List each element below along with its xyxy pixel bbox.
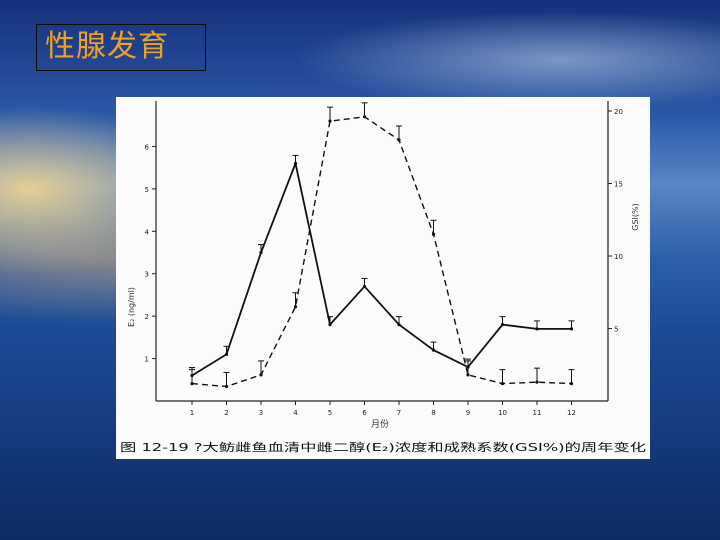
y-axis-right-label: GSI(%): [631, 203, 640, 230]
data-point: [362, 115, 367, 119]
y-left-tick-label: 5: [145, 186, 149, 194]
data-point: [466, 373, 470, 377]
data-point: [328, 323, 332, 327]
data-point: [259, 250, 263, 255]
x-tick-label: 10: [498, 409, 507, 417]
y-right-tick-label: 5: [614, 326, 618, 334]
data-point: [259, 373, 263, 377]
data-point: [431, 348, 436, 352]
x-tick-label: 6: [362, 409, 367, 417]
y-left-tick-label: 1: [145, 356, 149, 364]
data-point: [569, 327, 574, 331]
slide-title: 性腺发育: [45, 29, 169, 64]
chart-figure: 1 2 3 4 5 6 7 8 9 10 11 12 1 2 3 4 5 6 5 10 15 20 月份 E₂ (ng/m…: [116, 97, 650, 459]
data-point: [293, 161, 298, 166]
slide-title-box: 性腺发育: [36, 24, 206, 71]
x-tick-label: 7: [397, 409, 401, 417]
data-point: [397, 323, 401, 327]
x-tick-label: 9: [466, 409, 470, 417]
data-point: [224, 384, 229, 389]
y-right-tick-label: 10: [614, 253, 623, 261]
data-point: [431, 232, 436, 236]
series-line-dashed: [191, 116, 572, 388]
x-tick-label: 5: [328, 409, 332, 417]
x-tick-label: 8: [431, 409, 435, 417]
data-point: [500, 382, 505, 386]
data-point: [535, 327, 539, 331]
data-point: [397, 138, 401, 142]
data-point: [328, 119, 332, 123]
y-right-tick-label: 15: [614, 181, 623, 189]
y-left-tick-label: 4: [145, 228, 150, 236]
data-point: [293, 305, 298, 309]
data-point: [362, 284, 367, 289]
x-tick-label: 4: [293, 409, 298, 417]
y-left-tick-label: 2: [145, 313, 149, 321]
data-point: [224, 352, 229, 356]
figure-caption: 图 12-19 ?大鲂雌鱼血清中雌二醇(E₂)浓度和成熟系数(GSI%)的周年变…: [120, 440, 646, 454]
x-tick-label: 3: [259, 409, 263, 417]
data-point: [535, 380, 539, 384]
y-axis-left-label: E₂ (ng/ml): [127, 287, 136, 327]
series-line-solid: [191, 160, 572, 377]
y-right-tick-label: 20: [614, 108, 623, 116]
y-left-tick-label: 3: [145, 271, 149, 279]
x-tick-label: 2: [224, 409, 228, 417]
x-tick-label: 12: [567, 409, 576, 417]
x-tick-label: 1: [190, 409, 194, 417]
data-point: [500, 323, 505, 327]
x-axis-label: 月份: [371, 418, 389, 430]
chart-axes: [155, 101, 609, 402]
y-left-tick-label: 6: [145, 143, 150, 151]
data-point: [569, 382, 574, 386]
data-point: [190, 382, 194, 386]
x-tick-label: 11: [533, 409, 542, 417]
